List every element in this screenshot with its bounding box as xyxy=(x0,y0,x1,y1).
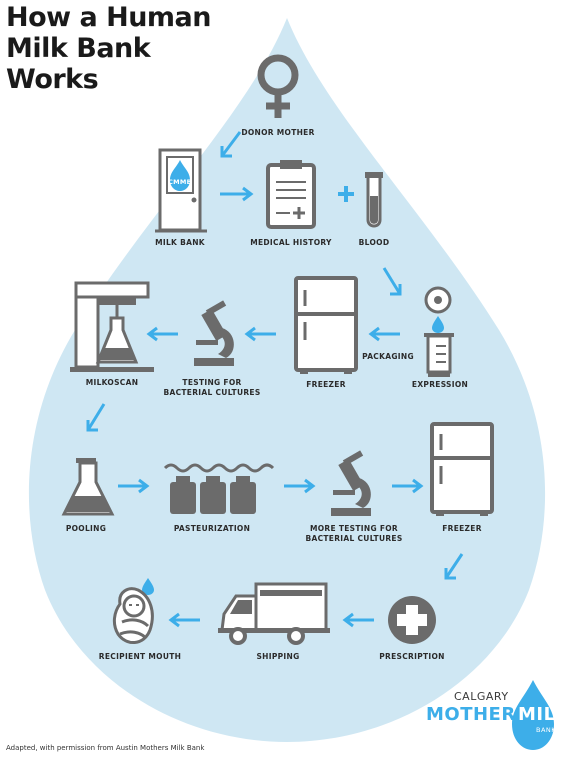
page-title: How a Human Milk Bank Works xyxy=(6,2,212,95)
title-line: Milk Bank xyxy=(6,33,151,64)
test-tube-icon xyxy=(365,172,383,228)
logo-milk: MILK xyxy=(518,704,571,725)
label-testing-line: TESTING FOR xyxy=(182,378,242,387)
delivery-truck-icon xyxy=(218,582,330,645)
label-milkoscan: MILKOSCAN xyxy=(85,378,139,387)
label-expression: EXPRESSION xyxy=(411,380,469,389)
label-blood: BLOOD xyxy=(358,238,390,247)
title-line: Works xyxy=(6,64,99,95)
title-line: How a Human xyxy=(6,2,212,33)
logo-mothers: MOTHERS xyxy=(426,704,530,725)
swaddled-baby-icon xyxy=(112,578,154,644)
label-milk-bank: MILK BANK xyxy=(155,238,205,247)
medical-cross-icon xyxy=(388,596,436,644)
milk-drop-background xyxy=(28,18,546,742)
credit-text: Adapted, with permission from Austin Mot… xyxy=(6,744,205,752)
pasteurization-bottles-icon xyxy=(163,463,275,514)
freezer-icon xyxy=(294,276,358,374)
label-more-testing-line: BACTERIAL CULTURES xyxy=(305,533,403,543)
calgary-mothers-milk-bank-logo: CALGARY MOTHERS MILK BANK xyxy=(426,680,571,750)
label-testing-line: BACTERIAL CULTURES xyxy=(163,387,261,397)
label-more-testing: MORE TESTING FOR BACTERIAL CULTURES xyxy=(305,524,402,543)
logo-drop-icon xyxy=(512,680,554,750)
label-testing: TESTING FOR BACTERIAL CULTURES xyxy=(163,378,260,397)
freezer-icon xyxy=(430,422,494,516)
label-shipping: SHIPPING xyxy=(256,652,300,661)
flask-icon xyxy=(61,458,115,516)
plus-icon xyxy=(338,186,354,202)
label-packaging: PACKAGING xyxy=(362,352,414,361)
flow-arrows xyxy=(86,131,464,628)
female-symbol-icon xyxy=(257,54,299,118)
label-freezer: FREEZER xyxy=(442,524,482,533)
microscope-icon xyxy=(194,300,234,366)
breast-pump-icon xyxy=(424,286,454,377)
label-pasteurization: PASTEURIZATION xyxy=(173,524,251,533)
logo-bank: BANK xyxy=(536,726,557,734)
arrow-freezer-to-prescription xyxy=(444,553,464,579)
label-medical-history: MEDICAL HISTORY xyxy=(250,238,332,247)
arrow-milkoscan-to-pooling xyxy=(86,403,106,431)
microscope-icon xyxy=(331,450,371,516)
label-donor-mother: DONOR MOTHER xyxy=(241,128,315,137)
label-recipient-mouth: RECIPIENT MOUTH xyxy=(98,652,182,661)
milkoscan-machine-icon xyxy=(70,281,154,372)
label-freezer: FREEZER xyxy=(306,380,346,389)
label-more-testing-line: MORE TESTING FOR xyxy=(309,524,398,533)
milk-bank-sign: CMMB xyxy=(168,178,192,186)
clipboard-icon xyxy=(266,160,316,229)
arrow-blood-to-expression xyxy=(382,267,402,295)
label-pooling: POOLING xyxy=(65,524,107,533)
arrow-donor-to-bank xyxy=(220,131,242,157)
logo-calgary: CALGARY xyxy=(454,690,509,703)
label-prescription: PRESCRIPTION xyxy=(379,652,445,661)
milk-bank-door-icon xyxy=(155,148,207,233)
